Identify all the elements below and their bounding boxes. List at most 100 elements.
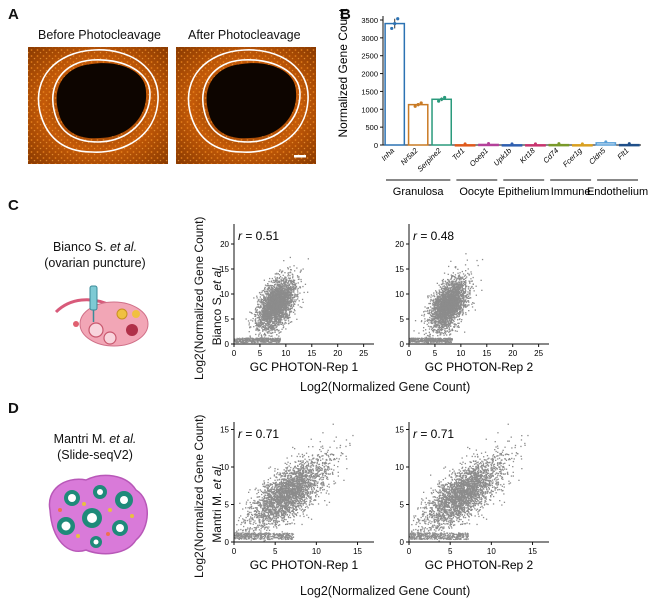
outer-roi-outline — [37, 49, 159, 153]
scatter-point — [465, 277, 467, 279]
scatter-point — [269, 323, 271, 325]
scatter-point — [253, 342, 256, 344]
scatter-point — [264, 322, 266, 325]
scatter-point — [290, 292, 292, 294]
scatter-point — [438, 303, 440, 306]
scatter-point — [444, 304, 446, 306]
scatter-point — [260, 301, 262, 304]
scatter-point — [438, 316, 440, 318]
scatter-point — [259, 322, 261, 324]
scatter-point — [271, 320, 273, 322]
scatter-point — [283, 294, 285, 296]
scatter-point — [443, 272, 446, 274]
scatter-point — [282, 298, 284, 300]
scatter-point — [288, 308, 291, 310]
scatter-point — [286, 305, 288, 307]
scatter-point — [271, 309, 273, 311]
scatter-point — [267, 306, 270, 309]
scatter-point — [280, 304, 282, 306]
scatter-point — [267, 291, 269, 293]
scatter-point — [421, 320, 423, 322]
scatter-point — [279, 287, 282, 289]
before-photocleavage-image — [28, 47, 168, 164]
scatter-point — [266, 310, 269, 312]
scatter-point — [269, 322, 272, 324]
scatter-point — [283, 283, 286, 285]
bar-category-label: Serpine2 — [415, 145, 443, 173]
scatter-point — [267, 301, 270, 303]
scatter-point — [276, 279, 279, 281]
scatter-point — [262, 317, 265, 319]
bar-y-tick-label: 2000 — [361, 70, 378, 79]
scatter-point — [450, 284, 452, 286]
scatter-point — [438, 331, 440, 333]
scatter-point — [263, 304, 265, 306]
scatter-point — [280, 320, 282, 322]
scatter-point — [285, 294, 288, 297]
scatter-point — [261, 313, 263, 315]
scatter-point — [289, 266, 291, 268]
scatter-point — [283, 326, 285, 328]
bar-category-label: Inha — [379, 146, 396, 163]
scatter-point — [288, 302, 290, 305]
scatter-point — [433, 324, 435, 326]
scatter-point — [289, 283, 291, 285]
scatter-point — [279, 302, 281, 304]
scatter-point — [461, 295, 463, 297]
scatter-point — [239, 339, 241, 341]
scatter-point — [440, 309, 443, 311]
scatter-point — [264, 291, 266, 293]
scatter-point — [284, 314, 286, 316]
scatter-point — [267, 332, 269, 334]
scatter-point — [465, 270, 467, 272]
scatter-point — [443, 321, 445, 323]
scatter-point — [455, 282, 457, 284]
scatter-point — [260, 320, 262, 322]
scatter-x-tick-label: 0 — [232, 349, 237, 358]
scatter-point — [297, 282, 299, 284]
scatter-point — [284, 288, 286, 290]
inner-roi-outline — [52, 59, 151, 143]
scatter-point — [288, 288, 290, 290]
scatter-point — [274, 296, 277, 298]
scatter-point — [267, 311, 269, 313]
scatter-point — [452, 322, 454, 324]
scatter-point — [284, 278, 286, 280]
scatter-point — [271, 288, 273, 290]
scatter-point — [241, 338, 244, 340]
scatter-point — [438, 327, 441, 329]
bar-category-label: Nr5a2 — [399, 145, 420, 166]
scatter-point — [442, 332, 444, 335]
scatter-point — [292, 311, 295, 313]
scatter-point — [274, 308, 276, 310]
scatter-point — [255, 329, 257, 331]
scatter-point — [278, 332, 280, 334]
scatter-point — [259, 313, 261, 315]
scatter-point — [275, 280, 278, 282]
scatter-point — [463, 291, 465, 293]
scatter-point — [439, 334, 441, 336]
scatter-point — [276, 341, 278, 343]
scatter-point — [453, 311, 456, 313]
scatter-point — [285, 278, 287, 280]
scatter-point — [455, 283, 457, 285]
scatter-point — [276, 304, 279, 307]
scatter-point — [242, 340, 244, 342]
scatter-point — [244, 338, 246, 340]
scatter-point — [270, 286, 272, 289]
bar-y-tick-label: 2500 — [361, 52, 378, 61]
scatter-point — [295, 295, 297, 298]
scatter-point — [445, 283, 447, 285]
scatter-point — [453, 292, 455, 294]
scatter-point — [264, 314, 266, 316]
scatter-point — [290, 281, 292, 283]
scatter-point — [271, 326, 273, 328]
scatter-point — [275, 300, 277, 302]
scatter-point — [285, 293, 287, 295]
scatter-point — [280, 293, 282, 295]
scatter-point — [464, 283, 467, 285]
scatter-point — [246, 338, 248, 340]
scatter-point — [294, 285, 297, 287]
scatter-point — [259, 306, 261, 308]
scatter-point — [253, 297, 255, 299]
